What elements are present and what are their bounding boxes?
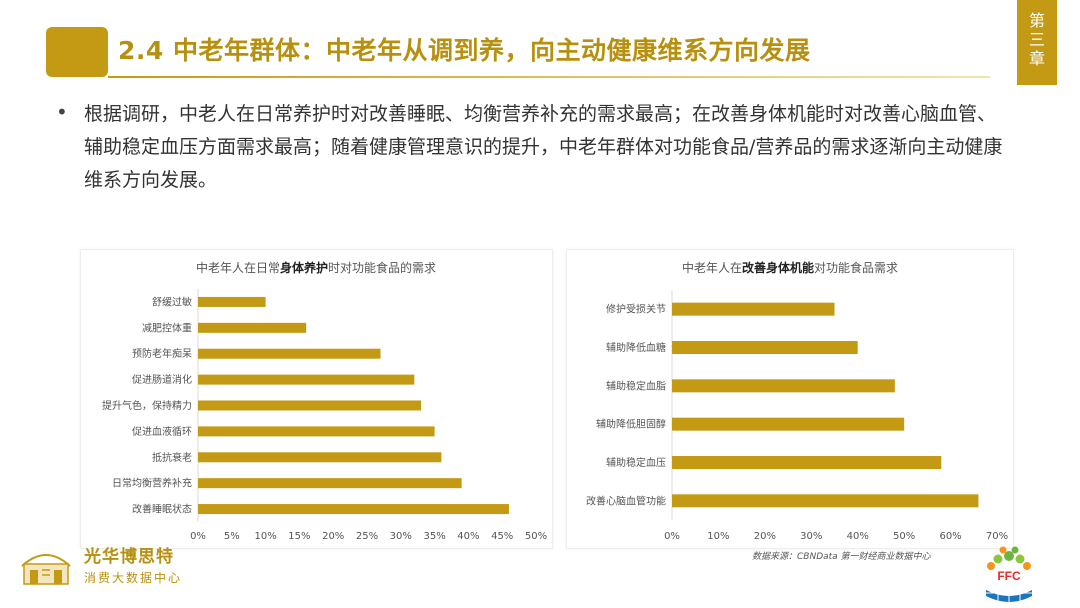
x-tick-label: 0%	[664, 531, 680, 542]
x-tick-label: 0%	[190, 531, 206, 542]
chapter-char: 三	[1028, 30, 1045, 49]
brand-subtitle: 消费大数据中心	[84, 571, 183, 585]
chapter-tab: 第 三 章	[1017, 0, 1057, 85]
ffc-logo: FFC	[986, 546, 1032, 604]
bar	[672, 302, 835, 316]
category-label: 提升气色，保持精力	[102, 399, 192, 412]
category-label: 辅助降低血糖	[606, 341, 666, 354]
chapter-char: 章	[1028, 49, 1045, 68]
x-tick-label: 10%	[707, 531, 729, 542]
x-tick-label: 25%	[356, 531, 378, 542]
bar	[198, 296, 266, 307]
chart-panel-body-function: 中老年人在改善身体机能对功能食品需求修护受损关节 辅助降低血糖 辅助稳定血脂辅助降低…	[566, 249, 1014, 549]
x-tick-label: 30%	[800, 531, 822, 542]
page-title: 2.4 中老年群体：中老年从调到养，向主动健康维系方向发展	[118, 36, 811, 65]
title-accent-block	[46, 27, 108, 77]
chart-title: 中老年人在日常身体养护时对功能食品的需求	[196, 260, 436, 275]
chart-body-function: 中老年人在改善身体机能对功能食品需求修护受损关节辅助降低血糖辅助稳定血脂辅助降低…	[586, 260, 1008, 542]
bar	[198, 400, 422, 411]
bar	[672, 379, 895, 393]
ffc-logo-text: FFC	[997, 569, 1021, 583]
x-tick-label: 20%	[754, 531, 776, 542]
bar	[198, 452, 442, 463]
bar	[198, 478, 462, 489]
bullet-marker: •	[56, 100, 68, 124]
category-label: 抵抗衰老	[152, 451, 192, 464]
x-tick-label: 15%	[288, 531, 310, 542]
category-label: 辅助稳定血压	[606, 456, 666, 469]
data-source-note: 数据来源：CBNData 第一财经商业数据中心	[752, 552, 931, 562]
bar	[672, 456, 942, 469]
x-tick-label: 40%	[847, 531, 869, 542]
category-label: 日常均衡营养补充	[112, 477, 192, 490]
category-label: 改善睡眠状态	[132, 503, 192, 516]
x-tick-label: 30%	[390, 531, 412, 542]
x-tick-label: 60%	[939, 531, 961, 542]
x-tick-label: 35%	[423, 531, 445, 542]
x-tick-label: 10%	[254, 531, 276, 542]
chart-title: 中老年人在改善身体机能对功能食品需求	[682, 260, 898, 275]
category-label: 辅助降低胆固醇	[596, 418, 666, 431]
category-label: 舒缓过敏	[152, 295, 192, 308]
bar	[198, 322, 307, 333]
brand-logo-emblem	[21, 554, 71, 585]
bar	[198, 426, 435, 437]
category-label: 改善心脑血管功能	[586, 494, 666, 507]
summary-paragraph: 根据调研，中老人在日常养护时对改善睡眠、均衡营养补充的需求最高；在改善身体机能时…	[84, 103, 1003, 191]
category-label: 促进血液循环	[132, 425, 192, 438]
x-tick-label: 20%	[322, 531, 344, 542]
x-tick-label: 50%	[525, 531, 547, 542]
brand-logo-text: 光华博思特 消费大数据中心	[84, 542, 182, 586]
chart-daily-care: 中老年人在日常身体养护时对功能食品的需求舒缓过敏减肥控体重预防老年痴呆促进肠道消…	[102, 260, 547, 542]
bar	[672, 417, 905, 431]
x-tick-label: 45%	[491, 531, 513, 542]
bar	[198, 504, 509, 515]
category-label: 减肥控体重	[142, 321, 192, 334]
brand-name: 光华博思特	[84, 547, 174, 567]
bar	[198, 374, 415, 385]
bar	[672, 494, 979, 508]
bar	[672, 341, 858, 354]
x-tick-label: 70%	[986, 531, 1008, 542]
title-divider	[108, 76, 990, 78]
category-label: 修护受损关节	[606, 303, 666, 316]
x-tick-label: 50%	[893, 531, 915, 542]
category-label: 预防老年痴呆	[132, 347, 192, 360]
chapter-char: 第	[1028, 11, 1045, 30]
category-label: 辅助稳定血脂	[606, 379, 666, 392]
category-label: 促进肠道消化	[132, 373, 192, 386]
x-tick-label: 5%	[224, 531, 240, 542]
x-tick-label: 40%	[457, 531, 479, 542]
bar	[198, 348, 381, 359]
chart-panel-daily-care: 中老年人在日常身体养护时对功能食品的需求舒缓过敏减肥控体重预防老年痴呆 促进肠道消…	[80, 249, 553, 549]
